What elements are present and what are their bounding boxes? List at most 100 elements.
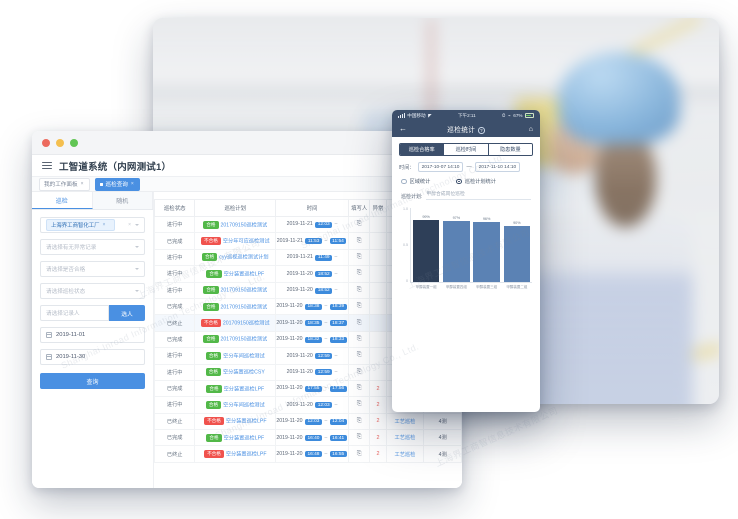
cell-abnormal: [369, 330, 387, 349]
close-icon[interactable]: ×: [80, 181, 84, 187]
cell-plan: 合格 cyy巡视巡检测试计划: [194, 248, 277, 267]
factory-tag[interactable]: 上海界工商智化工厂 ×: [46, 219, 116, 231]
cell-status: 进行中: [154, 396, 196, 414]
cell-plan: 不合格 201709150巡检测试: [194, 314, 277, 332]
chart-bar: [412, 219, 440, 282]
cell-plan: 合格 201709150巡检测试: [194, 330, 277, 349]
sidebar-tab-inspection[interactable]: 巡检: [32, 192, 93, 209]
alarm-icon: ⏱: [501, 113, 506, 118]
radio-plan-stat[interactable]: 巡检计划统计: [456, 178, 496, 185]
clear-icon[interactable]: ×: [128, 222, 131, 228]
chevron-down-icon[interactable]: [135, 224, 139, 226]
time-filter-label: 时间：: [399, 164, 415, 171]
close-icon[interactable]: ×: [130, 181, 134, 187]
back-arrow-icon[interactable]: ←: [399, 124, 407, 133]
inspection-status-select[interactable]: 请选择巡检状态: [40, 283, 145, 299]
segment-pass-rate[interactable]: 巡检合格率: [400, 144, 445, 155]
chart-plot-area: 99% 97% 96% 90%: [411, 208, 532, 283]
tab-my-workspace[interactable]: 我的工作面板 ×: [39, 177, 90, 191]
th-time: 时间: [275, 199, 349, 217]
segment-hazard-count[interactable]: 隐患数量: [488, 144, 532, 155]
table-row[interactable]: 已完成 合格 空分装置巡检LPF 2019-11-20 16:40 – 16:41 ⎘ 2…: [154, 429, 462, 447]
start-datetime-field[interactable]: 2017-10-07 14:10: [417, 162, 464, 172]
cell-time: 2019-11-20 17:55 – 17:56: [275, 379, 349, 398]
carrier-label: 中国移动: [407, 112, 426, 118]
window-titlebar: [32, 131, 462, 155]
cell-abnormal: 2: [369, 445, 387, 463]
factory-select[interactable]: 上海界工商智化工厂 × ×: [40, 217, 145, 233]
minimize-window-button[interactable]: [56, 138, 64, 147]
status-badge: 合格: [203, 335, 219, 344]
recorder-input[interactable]: 请选择记录人: [40, 305, 109, 321]
chart-bar: [503, 225, 531, 282]
maximize-window-button[interactable]: [70, 138, 78, 147]
cell-type: 工艺巡检: [385, 429, 425, 447]
home-icon[interactable]: ⌂: [528, 125, 533, 133]
cell-plan: 合格 201709150巡检测试: [194, 297, 277, 316]
x-tick-label: 甲醇装置一组: [415, 284, 437, 289]
statistic-mode-radios: 区域统计 巡检计划统计: [392, 172, 540, 185]
cell-status: 进行中: [154, 363, 196, 381]
abnormal-record-select[interactable]: 请选择有无异常记录: [40, 239, 145, 255]
cell-status: 已终止: [154, 412, 196, 431]
status-badge: 合格: [205, 368, 221, 377]
status-badge: 不合格: [204, 450, 224, 459]
sidebar-tab-random[interactable]: 随机: [92, 192, 153, 209]
chart-bar-column: 97%: [443, 208, 470, 282]
th-abnormal: 异常: [369, 199, 387, 217]
recorder-field-row: 请选择记录人 选人: [40, 305, 145, 321]
cell-plan: 不合格 空分装置巡检LPF: [194, 445, 277, 463]
cell-status: 进行中: [154, 347, 196, 365]
cell-status: 已完成: [154, 297, 196, 316]
end-date-field[interactable]: 2019-11-30: [40, 349, 145, 365]
plan-select-row[interactable]: 巡检计划: 甲醇合成岗位巡检: [392, 185, 540, 200]
status-badge: 合格: [205, 351, 222, 360]
cell-time: 2019-11-20 18:52 –: [275, 281, 349, 299]
plan-value[interactable]: 甲醇合成岗位巡检: [426, 190, 531, 200]
phone-title-wrap: 巡检统计?: [392, 124, 540, 134]
cell-time: 2019-11-20 12:59 –: [275, 347, 349, 365]
table-row[interactable]: 已终止 不合格 空分装置巡检LPF 2019-11-20 12:03 – 12:04 ⎘…: [154, 412, 462, 431]
chart-bar: [473, 221, 500, 282]
tab-bar: 我的工作面板 × 巡检查询 ×: [32, 177, 462, 192]
cell-abnormal: [369, 248, 387, 267]
status-badge: 合格: [202, 253, 218, 262]
phone-title: 巡检统计: [447, 127, 476, 134]
qualified-select[interactable]: 请选择是否合格: [40, 261, 145, 277]
y-tick: 0: [406, 279, 408, 283]
cell-plan: 合格 空分装置巡检LPF: [194, 265, 277, 283]
chevron-down-icon[interactable]: [135, 268, 139, 270]
cell-time: 2019-11-20 16:48 – 16:55: [275, 445, 349, 463]
segment-inspection-time[interactable]: 巡检时间: [444, 144, 489, 155]
cell-time: 2019-11-21 12:03 –: [275, 215, 349, 234]
cell-abnormal: [369, 265, 387, 283]
start-date-field[interactable]: 2019-11-01: [40, 327, 145, 343]
cell-writer: ⎘: [347, 232, 371, 250]
mobile-device: 中国移动 ◤ 下午2:11 ⏱ ⌁ 67% ← 巡检统计? ⌂ 巡检合格率 巡检…: [392, 110, 540, 412]
bar-value-label: 97%: [452, 216, 461, 221]
tag-remove-icon[interactable]: ×: [102, 222, 106, 228]
cell-area: 4测: [423, 412, 462, 431]
status-badge: 不合格: [204, 417, 224, 426]
cell-time: 2019-11-20 12:03 – 12:04: [275, 412, 349, 431]
hamburger-icon[interactable]: [42, 161, 52, 170]
chevron-down-icon[interactable]: [135, 290, 139, 292]
radio-area-stat[interactable]: 区域统计: [401, 178, 430, 185]
cell-writer: ⎘: [347, 445, 371, 463]
search-button[interactable]: 查询: [40, 373, 145, 389]
question-icon[interactable]: ?: [478, 127, 485, 134]
cell-writer: ⎘: [347, 215, 371, 234]
chevron-down-icon[interactable]: [135, 246, 139, 248]
pick-person-button[interactable]: 选人: [109, 305, 145, 321]
radio-icon-selected[interactable]: [456, 178, 462, 185]
cell-time: 2019-11-21 11:53 – 11:54: [275, 232, 349, 250]
end-datetime-field[interactable]: 2017-11-10 14:10: [474, 162, 521, 172]
desktop-window: 工智道系统（内网测试1） 我的工作面板 × 巡检查询 × 巡检 随机: [32, 131, 462, 488]
radio-icon[interactable]: [401, 178, 407, 185]
close-window-button[interactable]: [42, 138, 50, 147]
tab-inspection-query[interactable]: 巡检查询 ×: [94, 177, 140, 191]
table-row[interactable]: 已终止 不合格 空分装置巡检LPF 2019-11-20 16:48 – 16:55 ⎘…: [154, 445, 462, 463]
page-title: 工智道系统（内网测试1）: [59, 161, 172, 173]
